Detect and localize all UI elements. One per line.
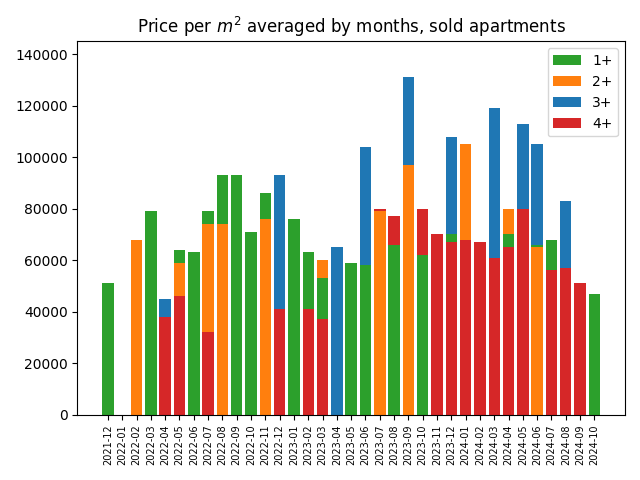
- Bar: [188, 252, 200, 415]
- Bar: [546, 240, 557, 415]
- Bar: [360, 265, 371, 415]
- Bar: [460, 240, 471, 415]
- Bar: [445, 242, 457, 415]
- Bar: [231, 175, 243, 415]
- Bar: [417, 255, 428, 415]
- Bar: [245, 232, 257, 415]
- Bar: [346, 263, 357, 415]
- Bar: [374, 211, 385, 415]
- Bar: [589, 294, 600, 415]
- Bar: [131, 240, 142, 415]
- Bar: [474, 242, 486, 415]
- Bar: [503, 209, 515, 415]
- Bar: [303, 309, 314, 415]
- Bar: [217, 175, 228, 415]
- Bar: [560, 201, 572, 415]
- Bar: [145, 211, 157, 415]
- Bar: [417, 209, 428, 415]
- Bar: [531, 144, 543, 415]
- Bar: [260, 219, 271, 415]
- Bar: [303, 252, 314, 415]
- Bar: [503, 234, 515, 415]
- Bar: [431, 234, 443, 415]
- Bar: [517, 124, 529, 415]
- Title: Price per $m^2$ averaged by months, sold apartments: Price per $m^2$ averaged by months, sold…: [137, 15, 566, 39]
- Bar: [202, 211, 214, 415]
- Bar: [388, 216, 400, 415]
- Bar: [288, 219, 300, 415]
- Bar: [560, 268, 572, 415]
- Bar: [460, 144, 471, 415]
- Bar: [202, 224, 214, 415]
- Bar: [102, 283, 114, 415]
- Bar: [174, 250, 185, 415]
- Bar: [159, 299, 171, 415]
- Bar: [531, 247, 543, 415]
- Bar: [488, 108, 500, 415]
- Bar: [574, 283, 586, 415]
- Bar: [445, 234, 457, 415]
- Bar: [174, 263, 185, 415]
- Bar: [217, 224, 228, 415]
- Bar: [374, 209, 385, 415]
- Bar: [346, 263, 357, 415]
- Bar: [360, 147, 371, 415]
- Bar: [403, 77, 414, 415]
- Bar: [274, 175, 285, 415]
- Bar: [474, 242, 486, 415]
- Bar: [159, 317, 171, 415]
- Bar: [531, 245, 543, 415]
- Bar: [517, 209, 529, 415]
- Bar: [260, 193, 271, 415]
- Bar: [202, 332, 214, 415]
- Bar: [245, 232, 257, 415]
- Legend: 1+, 2+, 3+, 4+: 1+, 2+, 3+, 4+: [548, 48, 618, 136]
- Bar: [445, 137, 457, 415]
- Bar: [317, 260, 328, 415]
- Bar: [331, 247, 342, 415]
- Bar: [274, 309, 285, 415]
- Bar: [503, 247, 515, 415]
- Bar: [488, 258, 500, 415]
- Bar: [288, 219, 300, 415]
- Bar: [317, 319, 328, 415]
- Bar: [546, 270, 557, 415]
- Bar: [317, 278, 328, 415]
- Bar: [403, 165, 414, 415]
- Bar: [174, 296, 185, 415]
- Bar: [431, 234, 443, 415]
- Bar: [388, 245, 400, 415]
